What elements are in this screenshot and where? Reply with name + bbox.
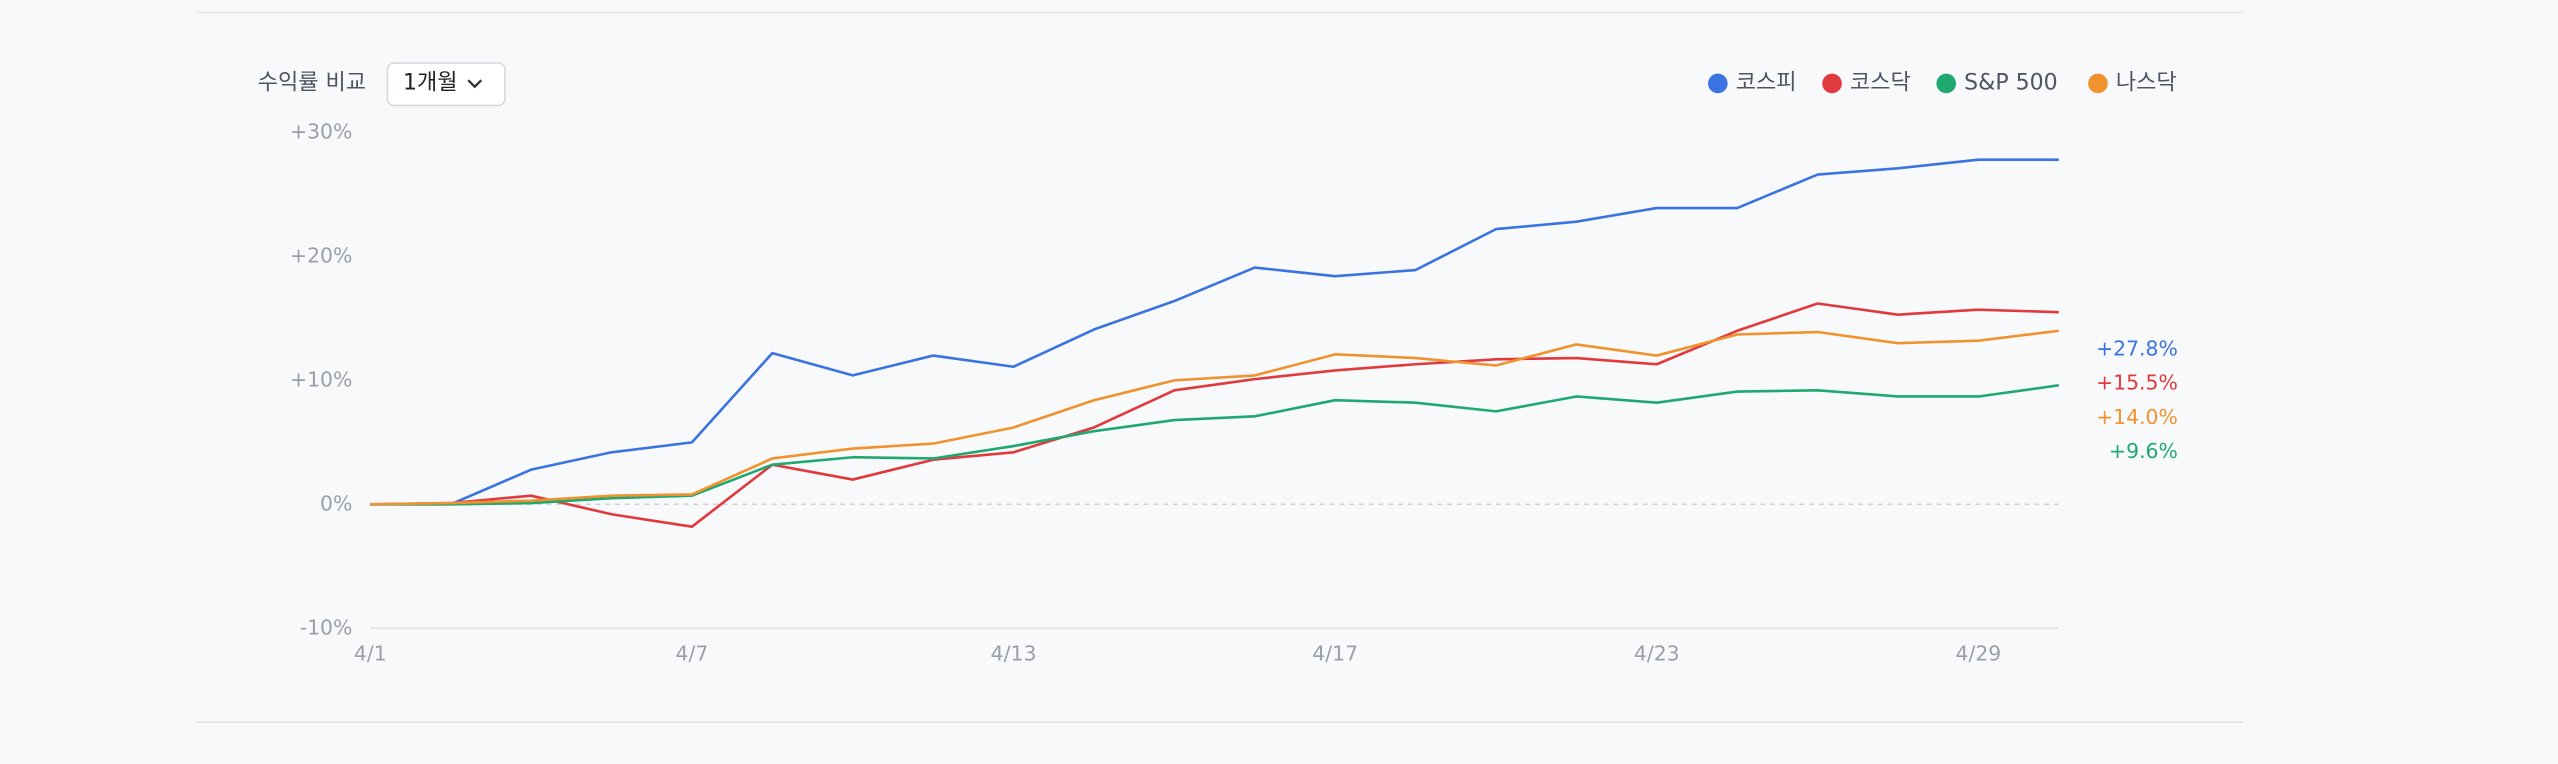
y-tick-label: +30% (290, 119, 352, 143)
end-label: +9.6% (2109, 439, 2178, 463)
x-tick-label: 4/29 (1956, 641, 2002, 665)
y-tick-label: 0% (320, 491, 352, 515)
legend-swatch (2088, 73, 2108, 94)
legend-label: 코스피 (1736, 70, 1797, 95)
y-tick-label: -10% (300, 615, 353, 639)
series-line (370, 329, 2059, 506)
legend-label: 나스닥 (2116, 70, 2177, 95)
legend-swatch (1822, 73, 1842, 94)
end-label: +14.0% (2096, 405, 2178, 429)
series-line (370, 302, 2059, 528)
x-tick-label: 4/1 (354, 641, 387, 665)
x-tick-label: 4/23 (1634, 641, 1680, 665)
end-label: +15.5% (2096, 371, 2178, 395)
legend-label: S&P 500 (1964, 70, 2057, 95)
dropdown-box[interactable] (386, 62, 506, 107)
x-tick-label: 4/17 (1312, 641, 1358, 665)
x-tick-label: 4/13 (991, 641, 1037, 665)
legend-label: 코스닥 (1850, 70, 1911, 95)
section-title: 수익률 비교 (258, 70, 366, 95)
y-tick-label: +10% (290, 367, 352, 391)
end-label: +27.8% (2096, 336, 2178, 360)
period-dropdown[interactable]: 1개월 (386, 62, 506, 107)
x-tick-label: 4/7 (676, 641, 709, 665)
legend-swatch (1708, 73, 1728, 94)
dropdown-label[interactable]: 1개월 (403, 70, 458, 95)
series-line (370, 384, 2059, 506)
series-line (370, 158, 2059, 506)
y-tick-label: +20% (290, 243, 352, 267)
dropdown-caret[interactable] (467, 79, 483, 89)
legend-swatch (1936, 73, 1957, 94)
